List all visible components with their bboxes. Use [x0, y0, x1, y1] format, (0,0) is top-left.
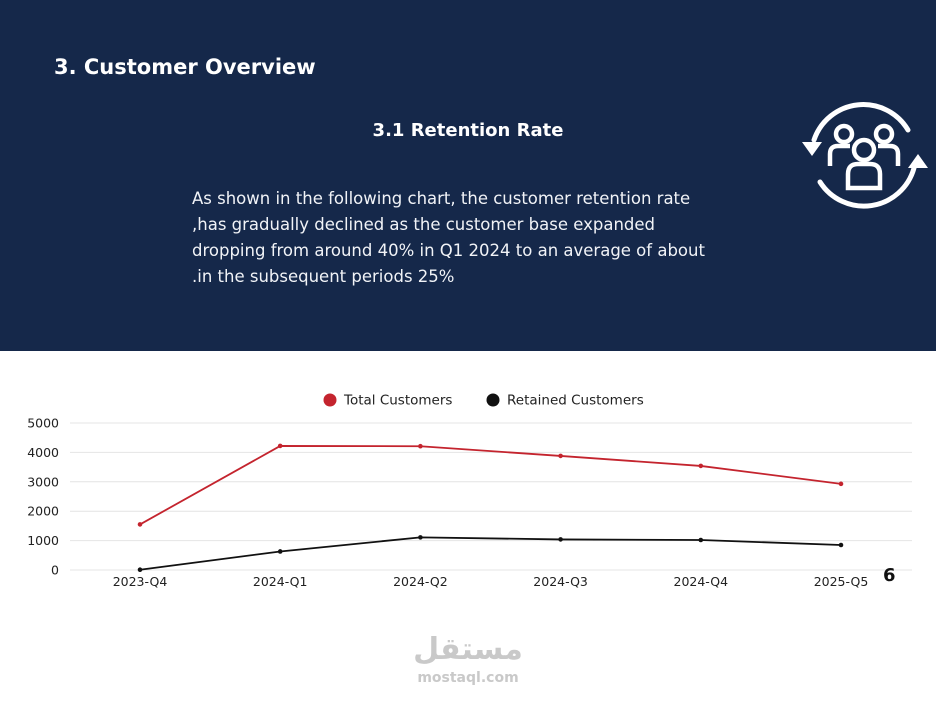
series-line — [139, 445, 842, 526]
x-tick-label: 2024-Q2 — [393, 574, 448, 589]
legend-label: Retained Customers — [507, 393, 644, 409]
data-point — [277, 549, 283, 554]
data-point — [137, 567, 143, 573]
paragraph-line: As shown in the following chart, the cus… — [192, 189, 691, 208]
legend-marker — [486, 393, 500, 407]
x-tick-label: 2025-Q5 — [814, 574, 869, 589]
section-title: 3. Customer Overview — [54, 55, 316, 79]
data-point — [838, 542, 844, 548]
watermark-url: mostaql.com — [417, 670, 519, 686]
data-point — [277, 443, 283, 449]
header-banner: 3. Customer Overview 3.1 Retention Rate … — [0, 0, 936, 351]
data-point — [698, 463, 704, 469]
description-paragraph: As shown in the following chart, the cus… — [192, 186, 782, 290]
legend-label: Total Customers — [343, 393, 452, 409]
y-tick-label: 5000 — [27, 416, 59, 431]
y-tick-label: 2000 — [27, 504, 59, 519]
data-point — [838, 481, 844, 487]
x-tick-label: 2023-Q4 — [113, 574, 168, 589]
data-point — [137, 522, 143, 527]
customers-cycle-icon — [802, 102, 928, 209]
data-point — [418, 443, 423, 449]
y-tick-label: 1000 — [27, 533, 59, 548]
legend-marker — [323, 393, 337, 407]
retention-line-chart: 0 1000 2000 3000 4000 5000 2023-Q4 2024-Q1 2024-… — [27, 393, 912, 589]
x-tick-label: 2024-Q3 — [533, 574, 588, 589]
data-point — [558, 453, 563, 459]
x-tick-label: 2024-Q4 — [674, 574, 729, 589]
paragraph-line: .in the subsequent periods 25% — [192, 267, 455, 286]
y-tick-label: 0 — [51, 563, 59, 578]
paragraph-line: dropping from around 40% in Q1 2024 to a… — [192, 241, 705, 260]
watermark-logo-arabic: مستقل — [413, 632, 523, 667]
page-number: 6 — [883, 565, 896, 586]
series-line — [139, 536, 842, 571]
x-tick-label: 2024-Q1 — [253, 574, 308, 589]
y-tick-label: 4000 — [27, 445, 59, 460]
data-point — [558, 537, 563, 542]
subsection-title: 3.1 Retention Rate — [372, 120, 564, 141]
paragraph-line: ,has gradually declined as the customer … — [192, 215, 655, 234]
data-point — [418, 535, 423, 540]
y-tick-label: 3000 — [27, 474, 59, 489]
data-point — [698, 537, 704, 543]
